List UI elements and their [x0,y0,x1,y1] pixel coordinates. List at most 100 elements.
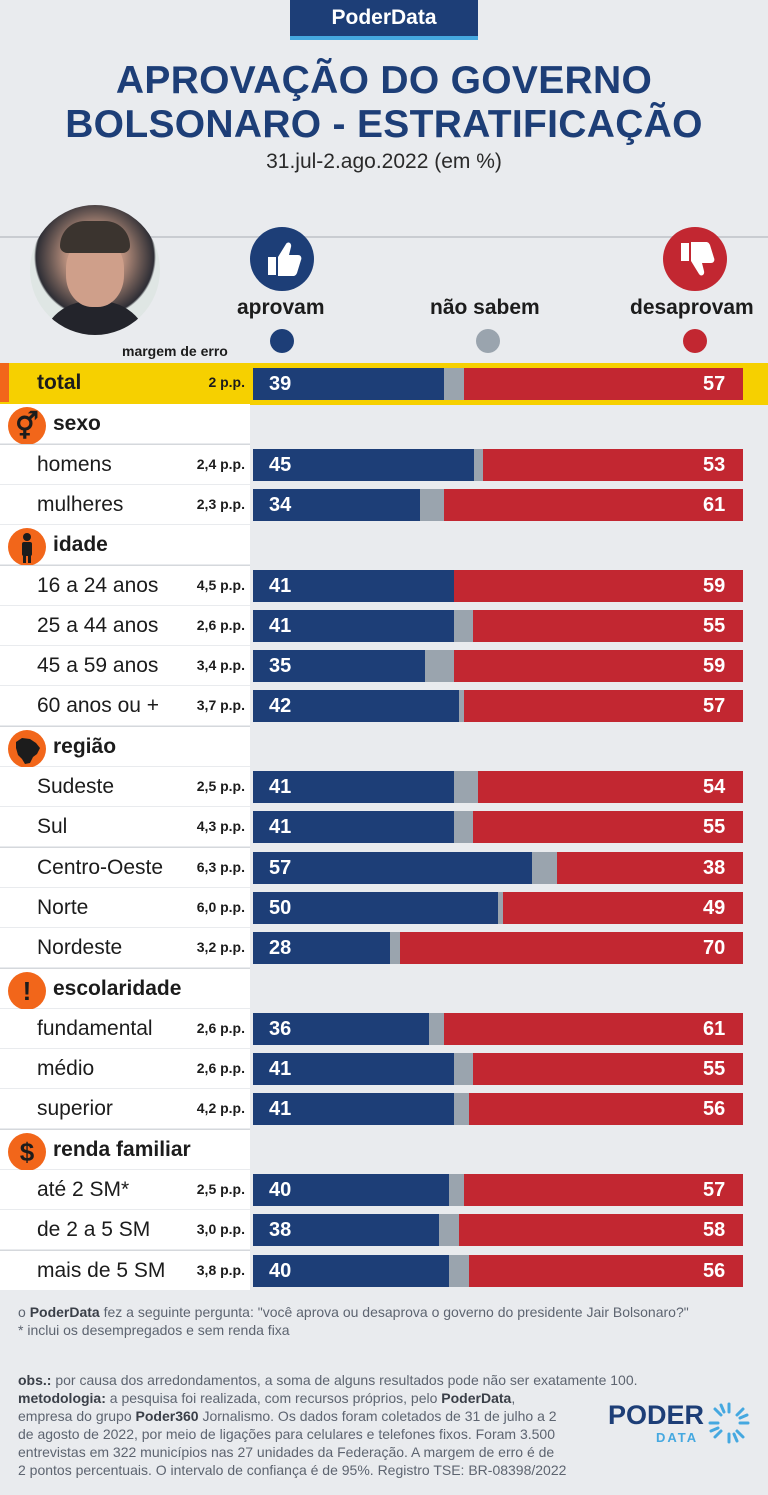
value-disapprove: 57 [703,1179,726,1201]
bar-row: 25 a 44 anos 2,6 p.p. 41 55 [0,606,768,646]
bar-row: superior 4,2 p.p. 41 56 [0,1089,768,1129]
bar-approve [253,1174,449,1206]
value-approve: 35 [269,655,292,677]
margin-of-error: 4,2 p.p. [196,1100,245,1116]
bar-row: médio 2,6 p.p. 41 55 [0,1049,768,1089]
bar-approve [253,449,474,481]
value-approve: 42 [269,695,292,717]
methodology-line1: metodologia: a pesquisa foi realizada, c… [18,1390,516,1406]
poderdata-badge: PoderData [290,0,478,40]
bar-dontknow [449,1174,464,1206]
bar-dontknow [454,610,473,642]
row-label: Sudeste [0,767,250,806]
bar-dontknow [454,771,478,803]
bar-dontknow [454,1093,469,1125]
margin-of-error-header: margem de erro [122,343,228,359]
margin-of-error: 3,8 p.p. [196,1262,245,1278]
margin-of-error: 3,7 p.p. [196,697,245,713]
margin-of-error: 2,6 p.p. [196,1060,245,1076]
bar-disapprove [473,1053,743,1085]
bar-row: até 2 SM* 2,5 p.p. 40 57 [0,1170,768,1210]
value-disapprove: 57 [703,695,726,717]
total-row: total 2 p.p. 39 57 [0,363,768,405]
brazil-map-icon [8,730,46,768]
row-label: 60 anos ou + [0,686,250,725]
bar-row: fundamental 2,6 p.p. 36 61 [0,1009,768,1049]
margin-of-error: 2,6 p.p. [196,617,245,633]
bar-disapprove [503,892,743,924]
value-approve: 41 [269,1098,292,1120]
bar-disapprove [454,570,743,602]
bar-disapprove [464,1174,743,1206]
row-label: Norte [0,888,250,927]
bar-disapprove [478,771,743,803]
value-approve: 41 [269,575,292,597]
row-label: Nordeste [0,928,250,967]
separator [0,236,768,238]
value-disapprove: 53 [703,454,726,476]
bar-approve [253,650,425,682]
category-escolaridade: escolaridade! [0,969,768,1010]
bar-row: mais de 5 SM 3,8 p.p. 40 56 [0,1251,768,1291]
value-approve: 41 [269,615,292,637]
value-disapprove: 61 [703,494,726,516]
margin-of-error: 2 p.p. [208,374,245,390]
row-label: 25 a 44 anos [0,606,250,645]
row-label: total [0,363,250,402]
row-label: Centro-Oeste [0,848,250,887]
bar-disapprove [483,449,743,481]
chart-subtitle: 31.jul-2.ago.2022 (em %) [266,150,502,173]
bar-approve [253,489,420,521]
bar-approve [253,1013,429,1045]
row-divider [0,847,250,848]
bar-approve [253,811,454,843]
bar-row: Sul 4,3 p.p. 41 55 [0,807,768,847]
bar-row: homens 2,4 p.p. 45 53 [0,445,768,485]
bar-disapprove [557,852,743,884]
value-approve: 50 [269,897,292,919]
value-disapprove: 55 [703,615,726,637]
bolsonaro-photo [30,205,160,335]
value-approve: 41 [269,1058,292,1080]
bar-disapprove [454,650,743,682]
bar-row: mulheres 2,3 p.p. 34 61 [0,485,768,525]
bar-approve [253,570,454,602]
row-divider [0,565,250,566]
value-approve: 45 [269,454,292,476]
bar-disapprove [473,811,743,843]
chart-title-line1: APROVAÇÃO DO GOVERNO [115,59,653,102]
value-approve: 38 [269,1219,292,1241]
sunburst-icon [708,1402,750,1444]
category-renda-familiar: renda familiar $ [0,1130,768,1171]
value-disapprove: 56 [703,1260,726,1282]
category-idade: idade [0,525,768,566]
row-label: Sul [0,807,250,846]
exclamation-icon: ! [8,972,46,1010]
bar-dontknow [429,1013,444,1045]
value-disapprove: 59 [703,655,726,677]
bar-approve [253,1053,454,1085]
value-approve: 39 [269,373,292,395]
bar-disapprove [469,1255,743,1287]
value-approve: 34 [269,494,292,516]
methodology-line5: 2 pontos percentuais. O intervalo de con… [18,1462,567,1478]
bar-approve [253,892,498,924]
dollar-icon: $ [8,1133,46,1171]
bar-approve [253,1093,454,1125]
bar-row: Centro-Oeste 6,3 p.p. 57 38 [0,848,768,888]
value-disapprove: 59 [703,575,726,597]
bar-dontknow [474,449,483,481]
margin-of-error: 4,5 p.p. [196,577,245,593]
bar-dontknow [425,650,454,682]
margin-of-error: 4,3 p.p. [196,818,245,834]
row-label: médio [0,1049,250,1088]
value-approve: 40 [269,1179,292,1201]
value-disapprove: 49 [703,897,726,919]
bar-approve [253,852,532,884]
bar-disapprove [473,610,743,642]
bar-disapprove [459,1214,743,1246]
row-label: mulheres [0,485,250,524]
bar-dontknow [444,368,464,400]
value-approve: 36 [269,1018,292,1040]
row-label: 16 a 24 anos [0,566,250,605]
